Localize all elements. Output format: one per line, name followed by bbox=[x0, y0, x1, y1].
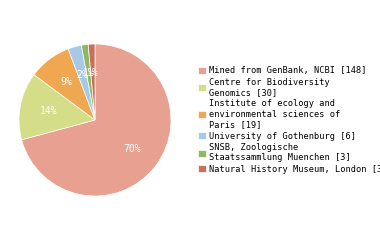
Wedge shape bbox=[81, 44, 95, 120]
Text: 14%: 14% bbox=[40, 106, 57, 116]
Text: 9%: 9% bbox=[61, 77, 73, 87]
Text: 2%: 2% bbox=[76, 70, 88, 80]
Text: 1%: 1% bbox=[83, 68, 95, 78]
Wedge shape bbox=[22, 44, 171, 196]
Text: 1%: 1% bbox=[87, 68, 99, 78]
Wedge shape bbox=[19, 75, 95, 140]
Wedge shape bbox=[88, 44, 95, 120]
Text: 70%: 70% bbox=[124, 144, 141, 154]
Legend: Mined from GenBank, NCBI [148], Centre for Biodiversity
Genomics [30], Institute: Mined from GenBank, NCBI [148], Centre f… bbox=[198, 66, 380, 174]
Wedge shape bbox=[68, 45, 95, 120]
Wedge shape bbox=[34, 49, 95, 120]
